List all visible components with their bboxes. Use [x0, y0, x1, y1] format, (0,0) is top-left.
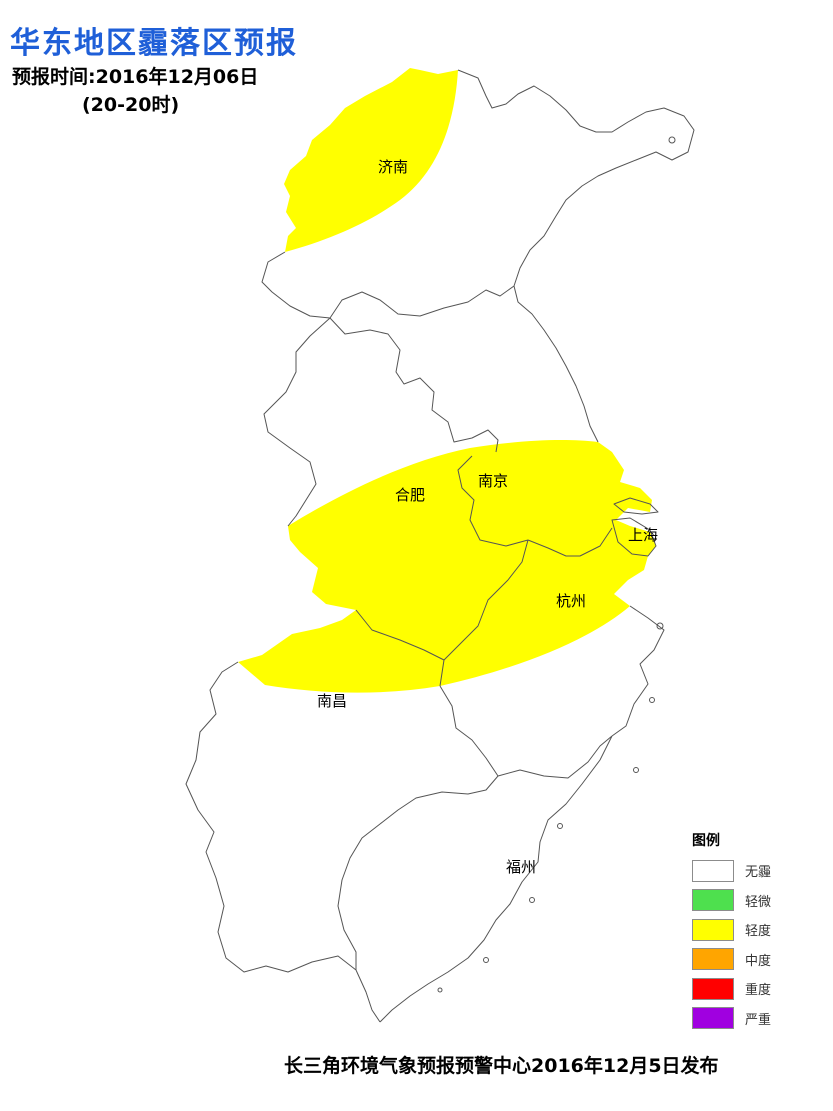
city-label-shanghai: 上海 — [628, 526, 659, 544]
city-label-jinan: 济南 — [378, 158, 409, 176]
legend-item-moderate: 中度 — [692, 945, 802, 975]
city-label-nanjing: 南京 — [478, 472, 509, 490]
legend-item-none: 无霾 — [692, 856, 802, 886]
coastal-islands — [437, 136, 676, 993]
city-label-hefei: 合肥 — [395, 486, 426, 504]
legend-item-light: 轻度 — [692, 915, 802, 945]
province-boundaries — [185, 69, 695, 1023]
forecast-time: 预报时间:2016年12月06日 — [12, 66, 259, 88]
forecast-range: (20-20时) — [82, 94, 180, 116]
legend-swatch-none — [692, 859, 734, 882]
legend-swatch-severe — [692, 1007, 734, 1030]
legend-title: 图例 — [692, 833, 720, 849]
legend-label-heavy: 重度 — [745, 983, 772, 999]
legend-swatch-slight — [692, 889, 734, 912]
legend: 图例 无霾 轻微 轻度 中度 重度 严重 — [692, 830, 802, 1033]
legend-label-none: 无霾 — [745, 865, 772, 881]
legend-item-severe: 严重 — [692, 1004, 802, 1034]
legend-swatch-heavy — [692, 977, 734, 1000]
legend-swatch-moderate — [692, 948, 734, 971]
city-label-fuzhou: 福州 — [506, 858, 537, 876]
city-label-hangzhou: 杭州 — [556, 592, 587, 610]
legend-item-slight: 轻微 — [692, 886, 802, 916]
city-label-nanchang: 南昌 — [317, 692, 348, 710]
haze-zone-jinan — [284, 68, 458, 252]
legend-item-heavy: 重度 — [692, 974, 802, 1004]
legend-label-light: 轻度 — [745, 924, 772, 940]
legend-swatch-light — [692, 918, 734, 941]
legend-label-slight: 轻微 — [745, 894, 772, 910]
issuer-footer: 长三角环境气象预报预警中心2016年12月5日发布 — [284, 1055, 719, 1077]
map-title: 华东地区霾落区预报 — [10, 26, 298, 61]
legend-label-severe: 严重 — [745, 1012, 772, 1028]
legend-label-moderate: 中度 — [745, 953, 772, 969]
haze-zone-central — [238, 440, 656, 693]
